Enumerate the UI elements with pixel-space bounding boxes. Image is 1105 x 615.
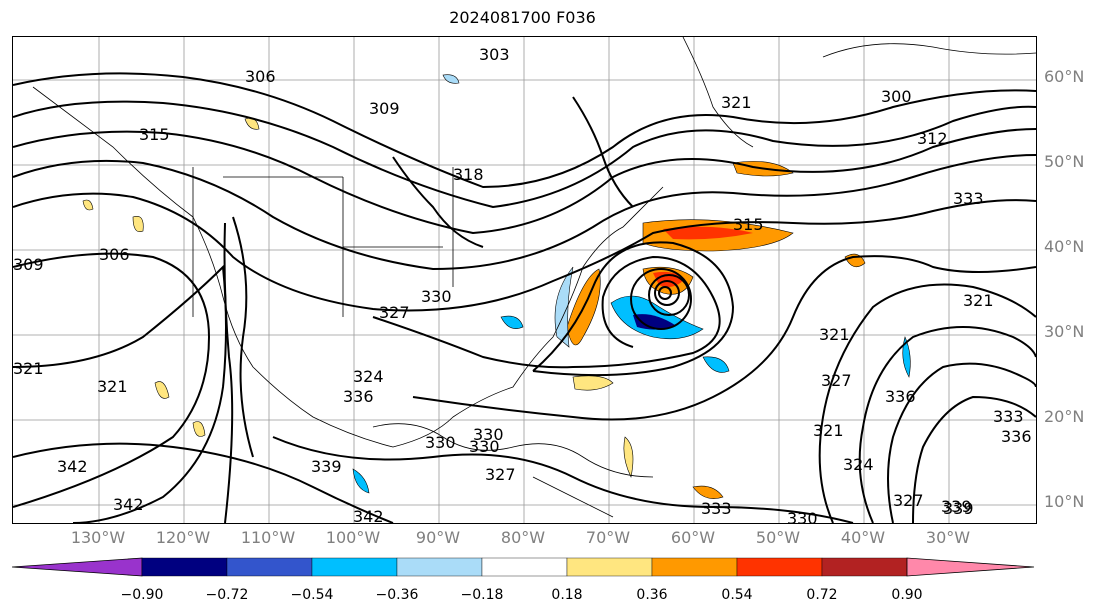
longitude-label: 30°W xyxy=(925,528,971,547)
contour-label: 330 xyxy=(787,509,818,524)
contour-label: 321 xyxy=(13,359,44,378)
longitude-label: 110°W xyxy=(240,528,296,547)
contour-label: 336 xyxy=(1001,427,1032,446)
latitude-label: 40°N xyxy=(1044,237,1085,256)
contour-label: 315 xyxy=(733,215,764,234)
longitude-label: 80°W xyxy=(500,528,546,547)
colorbar-extend-max xyxy=(906,557,1035,577)
contour-label: 327 xyxy=(821,371,852,390)
contour-label: 339 xyxy=(941,497,972,516)
map-panel: 306 303 300 309 312 315 315 318 306 309 321 330 327 3… xyxy=(12,36,1037,524)
colorbar-tick-label: −0.18 xyxy=(460,587,504,603)
contour-label: 339 xyxy=(943,499,974,518)
contour-label: 324 xyxy=(353,367,384,386)
colorbar-tick-label: 0.36 xyxy=(636,587,668,603)
contour-label: 312 xyxy=(917,129,948,148)
contour-label: 327 xyxy=(379,303,410,322)
contour-label: 333 xyxy=(953,189,984,208)
coastlines xyxy=(32,37,1036,518)
contour-label: 306 xyxy=(245,67,276,86)
latitude-label: 20°N xyxy=(1044,407,1085,426)
contour-label: 327 xyxy=(485,465,516,484)
map-title: 2024081700 F036 xyxy=(449,8,596,27)
longitude-label: 130°W xyxy=(70,528,126,547)
longitude-label: 40°W xyxy=(840,528,886,547)
latitude-label: 50°N xyxy=(1044,152,1085,171)
colorbar-tick-label: 0.54 xyxy=(721,587,753,603)
longitude-label: 90°W xyxy=(415,528,461,547)
longitude-label: 50°W xyxy=(755,528,801,547)
contour-label: 327 xyxy=(893,491,924,510)
contour-label: 330 xyxy=(421,287,452,306)
map-canvas xyxy=(13,37,1036,523)
contour-label: 303 xyxy=(479,45,510,64)
colorbar-segment xyxy=(821,557,908,577)
colorbar xyxy=(12,557,1035,577)
colorbar-tick-label: −0.72 xyxy=(205,587,249,603)
contour-label: 321 xyxy=(813,421,844,440)
latitude-label: 30°N xyxy=(1044,322,1085,341)
longitude-label: 100°W xyxy=(325,528,381,547)
contour-label: 321 xyxy=(721,93,752,112)
contour-label: 339 xyxy=(311,457,342,476)
contour-label: 330 xyxy=(473,425,504,444)
colorbar-segment xyxy=(736,557,823,577)
contour-label: 321 xyxy=(963,291,994,310)
colorbar-tick-label: −0.90 xyxy=(120,587,164,603)
colorbar-segment xyxy=(141,557,228,577)
contour-label: 309 xyxy=(13,255,44,274)
contour-label: 336 xyxy=(885,387,916,406)
contour-label: 321 xyxy=(819,325,850,344)
latitude-label: 10°N xyxy=(1044,492,1085,511)
colorbar-tick-label: 0.18 xyxy=(551,587,583,603)
longitude-label: 120°W xyxy=(155,528,211,547)
contour-label: 306 xyxy=(99,245,130,264)
contour-label: 315 xyxy=(139,125,170,144)
contour-label: 321 xyxy=(97,377,128,396)
contour-label: 336 xyxy=(343,387,374,406)
contours xyxy=(13,72,1036,523)
graticule xyxy=(13,37,1036,523)
colorbar-segment xyxy=(566,557,653,577)
longitude-label: 70°W xyxy=(585,528,631,547)
contour-label: 318 xyxy=(453,165,484,184)
colorbar-segment xyxy=(651,557,738,577)
latitude-label: 60°N xyxy=(1044,67,1085,86)
colorbar-segment xyxy=(396,557,483,577)
contour-label: 300 xyxy=(881,87,912,106)
colorbar-tick-label: 0.90 xyxy=(891,587,923,603)
colorbar-extend-min xyxy=(12,557,143,577)
longitude-label: 60°W xyxy=(670,528,716,547)
colorbar-segment xyxy=(311,557,398,577)
contour-label: 330 xyxy=(425,433,456,452)
contour-label: 342 xyxy=(113,495,144,514)
colorbar-tick-label: −0.54 xyxy=(290,587,334,603)
contour-label: 342 xyxy=(353,507,384,524)
contour-label: 333 xyxy=(701,499,732,518)
contour-label: 333 xyxy=(993,407,1024,426)
contour-label: 342 xyxy=(57,457,88,476)
contour-label: 330 xyxy=(469,437,500,456)
contour-label: 309 xyxy=(369,99,400,118)
contour-label: 324 xyxy=(843,455,874,474)
colorbar-segment xyxy=(481,557,568,577)
colorbar-tick-label: −0.36 xyxy=(375,587,419,603)
colorbar-segment xyxy=(226,557,313,577)
colorbar-tick-label: 0.72 xyxy=(806,587,838,603)
